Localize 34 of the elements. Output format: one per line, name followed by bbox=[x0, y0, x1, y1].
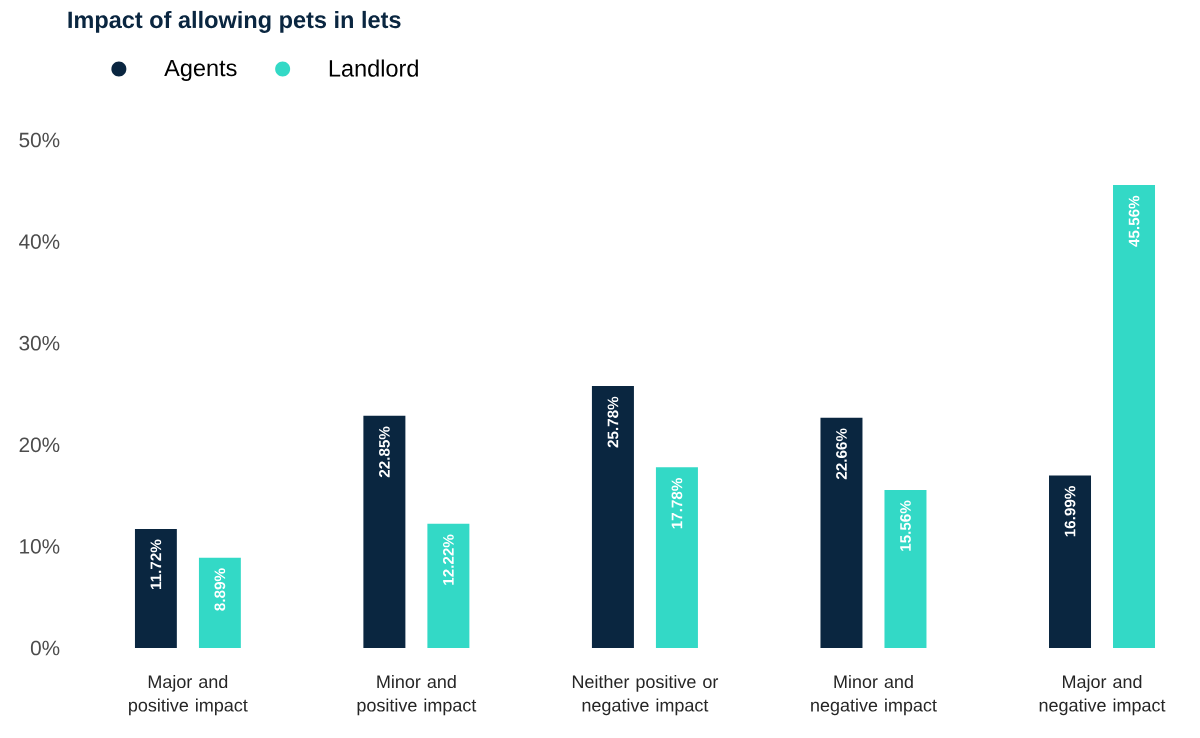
bar bbox=[198, 557, 241, 648]
y-tick-label: 0% bbox=[30, 640, 60, 656]
legend-label: Landlord bbox=[329, 59, 418, 77]
bar bbox=[134, 528, 177, 648]
bar bbox=[820, 417, 863, 648]
bar bbox=[1113, 185, 1156, 648]
data-label: 25.78% bbox=[607, 396, 619, 448]
x-tick-label: Major and positive impact bbox=[129, 674, 248, 716]
data-label: 22.85% bbox=[379, 426, 390, 478]
data-label: 17.78% bbox=[671, 478, 683, 529]
x-tick-label: Major and negative impact bbox=[1039, 674, 1166, 716]
bar bbox=[363, 415, 406, 648]
data-label: 16.99% bbox=[1064, 486, 1076, 537]
data-label: 11.72% bbox=[150, 539, 162, 590]
data-label: 45.56% bbox=[1128, 195, 1140, 247]
bar bbox=[1049, 475, 1092, 648]
data-label: 12.22% bbox=[443, 534, 454, 585]
data-label: 15.56% bbox=[900, 500, 911, 551]
legend-label: Agents bbox=[164, 59, 237, 81]
x-tick-label: Neither positive or negative impact bbox=[572, 674, 719, 716]
chart-title: Impact of allowing pets in lets bbox=[68, 10, 401, 33]
bar bbox=[427, 523, 470, 648]
data-label: 8.89% bbox=[214, 568, 226, 611]
y-tick-label: 10% bbox=[20, 539, 60, 554]
y-tick-label: 40% bbox=[19, 234, 60, 249]
x-tick-label: Minor and positive impact bbox=[357, 674, 477, 716]
bar bbox=[884, 489, 927, 648]
x-tick-label: Minor and negative impact bbox=[811, 674, 937, 716]
bar bbox=[591, 386, 634, 648]
bar bbox=[655, 467, 698, 648]
data-label: 22.66% bbox=[836, 428, 847, 480]
y-tick-label: 50% bbox=[19, 132, 60, 148]
y-tick-label: 30% bbox=[19, 335, 60, 351]
y-tick-label: 20% bbox=[19, 437, 60, 453]
